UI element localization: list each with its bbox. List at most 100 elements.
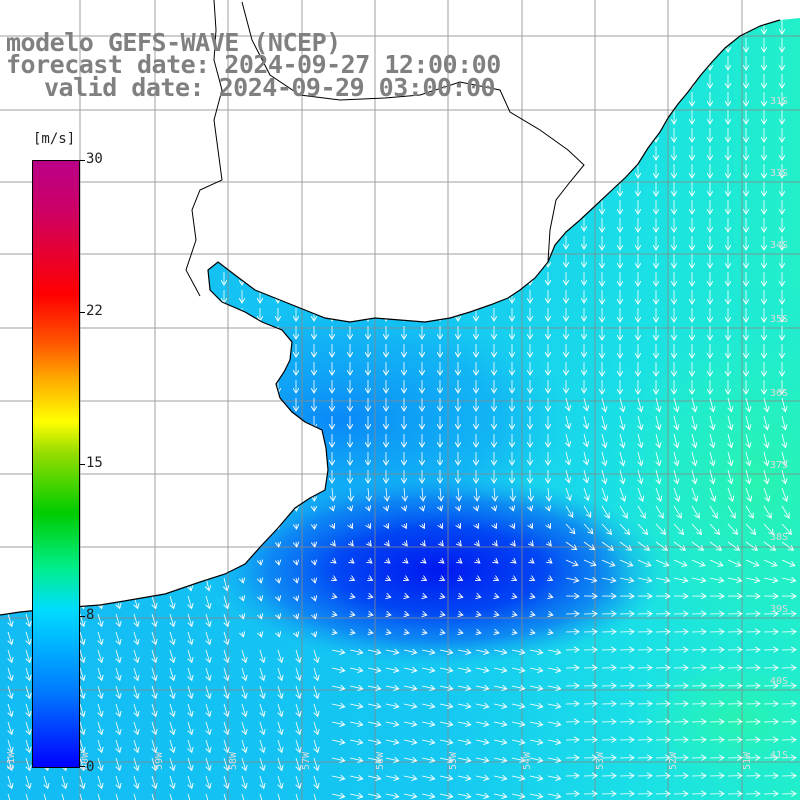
longitude-label: 56W xyxy=(375,751,386,770)
wind-arrow xyxy=(152,667,156,680)
wind-arrow xyxy=(403,686,417,689)
wind-arrow xyxy=(152,757,156,770)
wind-arrow xyxy=(224,757,228,770)
wind-arrow xyxy=(349,776,363,779)
wind-arrow xyxy=(223,793,229,800)
wind-arrow xyxy=(512,506,513,511)
wind-arrow xyxy=(98,505,99,519)
longitude-label: 53W xyxy=(595,751,606,770)
wind-arrow xyxy=(782,451,786,466)
wind-arrow xyxy=(206,595,210,609)
wind-arrow xyxy=(133,793,139,800)
wind-arrow xyxy=(134,775,138,788)
wind-arrow xyxy=(655,523,666,534)
wind-arrow xyxy=(691,505,699,518)
wind-arrow xyxy=(637,523,648,534)
wind-arrow xyxy=(403,794,417,797)
wind-arrow xyxy=(349,758,363,761)
wind-arrow xyxy=(584,451,587,465)
wind-arrow xyxy=(476,578,481,580)
wind-arrow xyxy=(332,506,333,511)
wind-arrow xyxy=(152,739,156,752)
wind-arrow xyxy=(278,578,279,583)
wind-arrow xyxy=(314,578,315,583)
wind-arrow xyxy=(350,614,355,615)
wind-arrow xyxy=(493,650,507,653)
wind-arrow xyxy=(332,596,337,597)
wind-arrow xyxy=(511,668,525,671)
wind-arrow xyxy=(530,578,535,580)
wind-arrow xyxy=(152,523,153,537)
wind-arrow xyxy=(403,704,417,707)
wind-arrow xyxy=(331,794,345,797)
wind-arrow xyxy=(422,560,426,563)
wind-arrow xyxy=(8,739,12,752)
wind-arrow xyxy=(80,631,84,644)
wind-arrow xyxy=(386,542,389,546)
wind-arrow xyxy=(476,506,477,511)
wind-arrow xyxy=(440,542,443,546)
wind-arrow xyxy=(43,793,49,800)
wind-arrow xyxy=(295,793,301,800)
wind-arrow xyxy=(314,721,318,734)
wind-arrow xyxy=(548,487,549,501)
wind-arrow xyxy=(313,793,319,800)
wind-arrow xyxy=(565,523,575,534)
wind-arrow xyxy=(296,757,300,770)
wind-arrow xyxy=(169,793,175,800)
wind-arrow xyxy=(494,524,496,528)
wind-arrow xyxy=(710,397,714,412)
wind-arrow xyxy=(548,578,553,580)
wind-arrow xyxy=(116,703,120,716)
wind-arrow xyxy=(152,685,156,698)
wind-arrow xyxy=(296,775,300,788)
wind-arrow xyxy=(638,397,642,412)
wind-arrow xyxy=(440,560,444,563)
wind-arrow xyxy=(619,541,631,550)
wind-arrow xyxy=(188,685,192,698)
wind-arrow xyxy=(745,541,757,550)
longitude-label: 57W xyxy=(301,751,312,770)
wind-arrow xyxy=(529,740,543,743)
wind-arrow xyxy=(367,776,381,779)
wind-arrow xyxy=(619,523,630,534)
wind-arrow xyxy=(421,758,435,761)
wind-arrow xyxy=(547,794,561,797)
wind-arrow xyxy=(637,541,649,550)
wind-arrow xyxy=(350,542,353,546)
wind-arrow xyxy=(583,541,595,550)
wind-arrow xyxy=(547,776,561,779)
wind-arrow xyxy=(296,685,300,698)
wind-arrow xyxy=(206,757,210,770)
latitude-label: 39S xyxy=(770,604,788,615)
wind-arrow xyxy=(152,505,153,519)
wind-arrow xyxy=(8,703,12,716)
wind-arrow xyxy=(421,686,435,689)
wind-arrow xyxy=(548,524,550,528)
wind-arrow xyxy=(422,487,423,501)
wind-arrow xyxy=(512,614,517,615)
wind-arrow xyxy=(170,541,172,555)
wind-arrow xyxy=(242,578,243,583)
wind-arrow xyxy=(440,524,442,528)
wind-arrow xyxy=(62,775,66,788)
wind-arrow xyxy=(134,613,138,626)
wind-arrow xyxy=(296,542,297,547)
wind-arrow xyxy=(331,776,345,779)
wind-arrow xyxy=(116,541,118,555)
wind-arrow xyxy=(116,577,119,591)
wind-arrow xyxy=(529,758,543,761)
wind-arrow xyxy=(331,758,345,761)
wind-arrow xyxy=(314,596,315,601)
wind-arrow xyxy=(494,487,495,501)
wind-arrow xyxy=(152,631,156,644)
wind-arrow xyxy=(782,433,786,448)
wind-arrow xyxy=(116,649,120,662)
wind-arrow xyxy=(367,740,381,743)
wind-arrow xyxy=(746,433,750,448)
wind-arrow xyxy=(692,415,696,430)
wind-arrow xyxy=(242,721,246,734)
wind-arrow xyxy=(206,703,210,716)
wind-arrow xyxy=(134,721,138,734)
